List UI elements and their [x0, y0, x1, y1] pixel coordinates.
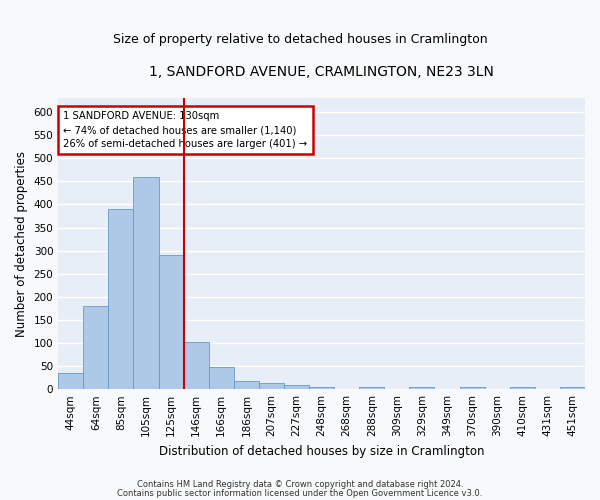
Bar [184, 342, 209, 389]
Text: Contains public sector information licensed under the Open Government Licence v3: Contains public sector information licen… [118, 488, 482, 498]
Bar [83, 306, 109, 389]
Bar [359, 388, 385, 389]
Text: Contains HM Land Registry data © Crown copyright and database right 2024.: Contains HM Land Registry data © Crown c… [137, 480, 463, 489]
Text: Size of property relative to detached houses in Cramlington: Size of property relative to detached ho… [113, 32, 487, 46]
Bar [209, 367, 234, 389]
Bar [460, 388, 485, 389]
Bar [259, 383, 284, 389]
Bar [409, 388, 434, 389]
Bar [109, 209, 133, 389]
Title: 1, SANDFORD AVENUE, CRAMLINGTON, NE23 3LN: 1, SANDFORD AVENUE, CRAMLINGTON, NE23 3L… [149, 65, 494, 79]
Y-axis label: Number of detached properties: Number of detached properties [15, 150, 28, 336]
Bar [284, 386, 309, 389]
Bar [133, 176, 158, 389]
Bar [560, 388, 585, 389]
Bar [510, 388, 535, 389]
Bar [158, 255, 184, 389]
X-axis label: Distribution of detached houses by size in Cramlington: Distribution of detached houses by size … [159, 444, 484, 458]
Bar [309, 387, 334, 389]
Text: 1 SANDFORD AVENUE: 130sqm
← 74% of detached houses are smaller (1,140)
26% of se: 1 SANDFORD AVENUE: 130sqm ← 74% of detac… [64, 112, 308, 150]
Bar [234, 381, 259, 389]
Bar [58, 373, 83, 389]
